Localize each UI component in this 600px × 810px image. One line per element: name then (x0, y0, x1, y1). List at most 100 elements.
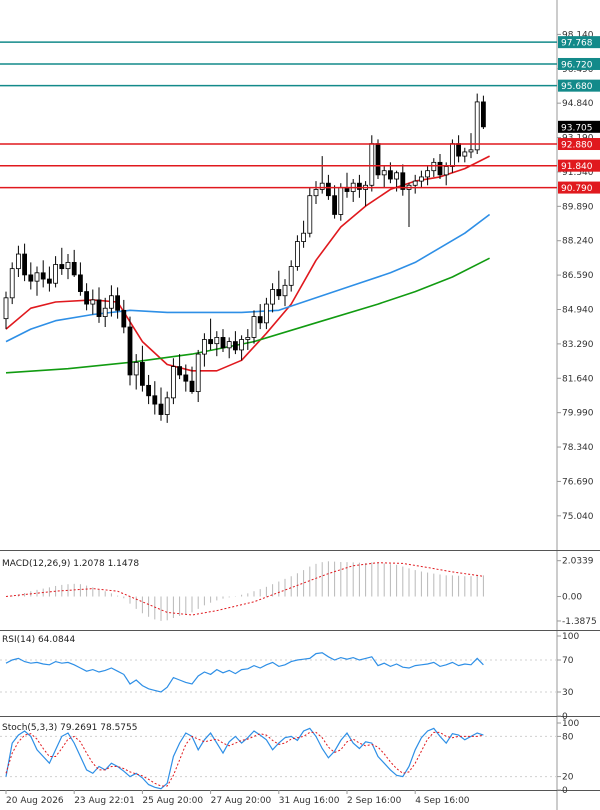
candle-down (96, 299, 102, 317)
time-tick-label: 4 Sep 16:00 (415, 796, 470, 806)
candle-down (78, 274, 83, 292)
price-tick-label: 84.940 (562, 305, 594, 315)
candle-down (387, 170, 393, 180)
indicator-tick-label: 0 (562, 712, 568, 722)
candle-up (15, 253, 21, 270)
candle-down (232, 341, 238, 351)
candle-up (251, 316, 257, 338)
x-axis: 20 Aug 2026 23 Aug 22:01 25 Aug 20:00 27 Au… (5, 790, 470, 806)
candle-up (133, 362, 139, 376)
candle-down (220, 337, 226, 349)
indicator-tick-label: 80 (562, 732, 574, 742)
candle-up (369, 143, 375, 186)
candle-up (418, 176, 424, 182)
candle-up (338, 186, 344, 215)
candle-down (183, 374, 189, 382)
level-label-bg (558, 57, 600, 70)
candle-down (152, 395, 158, 405)
time-tick-label: 20 Aug 2026 (6, 796, 64, 806)
rsi-line (5, 652, 484, 693)
candle-up (431, 161, 437, 172)
candle-up (263, 303, 269, 324)
candle-up (90, 299, 96, 305)
candle-up (164, 397, 170, 415)
candle-up (214, 337, 220, 345)
candle-down (22, 253, 28, 276)
level-label: 96.720 (561, 60, 593, 70)
macd-label: MACD(12,26,9) 1.2078 1.1478 (2, 559, 139, 569)
time-tick-label: 2 Sep 16:00 (347, 796, 402, 806)
candle-down (139, 362, 145, 386)
candle-down (356, 182, 362, 190)
level-label-bg (558, 138, 600, 151)
candle-up (201, 339, 207, 355)
price-tick-label: 83.290 (562, 340, 594, 350)
level-label-bg (558, 79, 600, 92)
level-label: 91.840 (561, 162, 593, 172)
candle-down (480, 101, 486, 128)
indicator-tick-label: 20 (562, 773, 574, 783)
candle-up (412, 180, 418, 186)
level-label: 95.680 (561, 82, 593, 92)
stoch-k-line (5, 727, 484, 790)
candle-down (177, 366, 183, 376)
level-label-bg (558, 159, 600, 172)
candle-up (65, 261, 71, 270)
candle-down (40, 272, 46, 280)
candle-up (288, 266, 294, 286)
candle-up (462, 151, 468, 157)
indicator-tick-label: 0.00 (562, 593, 582, 603)
time-tick-label: 25 Aug 20:00 (142, 796, 203, 806)
stoch-panel: Stoch(5,3,3) 79.2691 78.5755 100 80 20 0 (0, 719, 600, 796)
time-tick-label: 23 Aug 22:01 (74, 796, 135, 806)
candle-up (474, 101, 480, 151)
rsi-label: RSI(14) 64.0844 (2, 635, 75, 645)
candle-down (28, 274, 34, 282)
candle-up (282, 284, 288, 297)
candle-down (47, 278, 52, 284)
candle-up (9, 268, 15, 299)
main-background (0, 0, 600, 550)
candle-down (84, 291, 89, 305)
indicator-tick-label: 100 (562, 719, 579, 729)
level-label: 97.768 (561, 39, 593, 49)
candle-down (146, 384, 152, 397)
candle-up (53, 264, 58, 284)
price-tick-label: 86.590 (562, 271, 594, 281)
candle-up (239, 339, 245, 351)
candle-up (394, 172, 400, 180)
candle-down (121, 309, 127, 328)
candle-down (400, 172, 406, 190)
price-tick-label: 89.890 (562, 202, 594, 212)
stoch-label: Stoch(5,3,3) 79.2691 78.5755 (2, 723, 137, 733)
candle-up (270, 289, 276, 305)
level-label-bg (558, 181, 600, 194)
candle-up (468, 149, 474, 153)
candle-up (226, 341, 232, 349)
price-tick-label: 91.540 (562, 168, 594, 178)
indicator-tick-label: 70 (562, 656, 574, 666)
candle-up (301, 232, 307, 242)
price-tick-label: 94.840 (562, 99, 594, 109)
price-tick-label: 79.990 (562, 409, 594, 419)
candle-up (3, 297, 9, 320)
candle-up (381, 170, 387, 176)
price-tick-label: 88.240 (562, 237, 594, 247)
price-tick-label: 78.340 (562, 443, 594, 453)
candle-up (34, 272, 40, 282)
macd-signal-line (5, 562, 484, 616)
candle-up (425, 170, 431, 178)
candle-down (325, 182, 331, 197)
indicator-tick-label: 0 (562, 786, 568, 796)
candle-up (195, 353, 201, 393)
candle-up (449, 143, 455, 167)
indicator-tick-label: 100 (562, 632, 579, 642)
candle-down (59, 264, 65, 270)
rsi-panel: RSI(14) 64.0844 100 70 30 0 (0, 632, 600, 722)
candle-down (437, 161, 443, 176)
indicator-tick-label: -1.3875 (562, 617, 597, 627)
candle-down (332, 195, 338, 215)
candle-up (319, 182, 325, 190)
candle-up (109, 295, 114, 309)
